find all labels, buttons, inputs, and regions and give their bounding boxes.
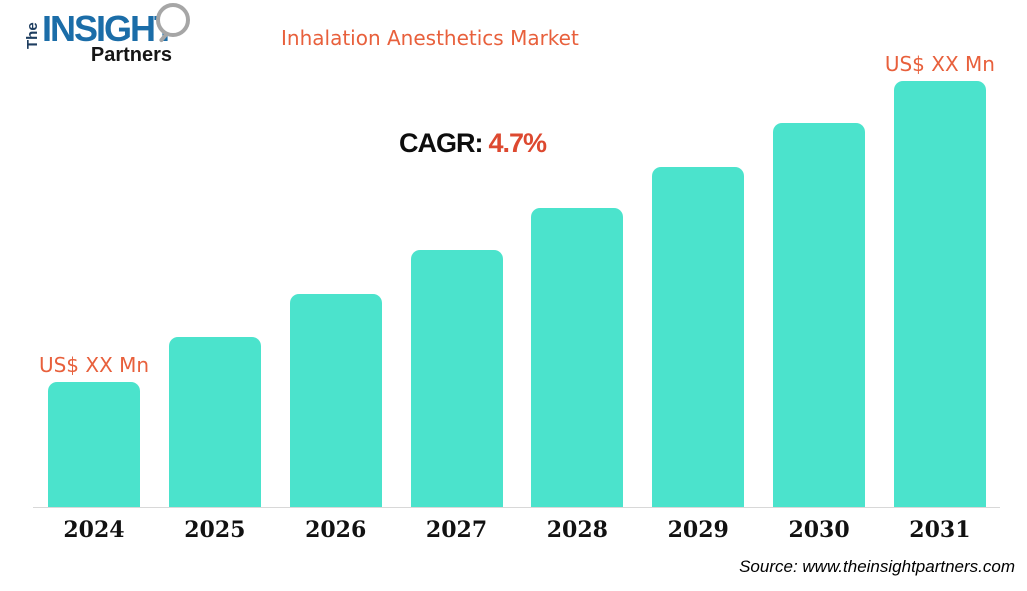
x-tick-2028: 2028 xyxy=(546,517,608,543)
bar-2025 xyxy=(168,337,261,508)
logo-main: INSIGHT Partners xyxy=(42,3,191,67)
bar-column-2028: 2028 xyxy=(531,81,624,544)
value-label-2031: US$ XX Mn xyxy=(884,52,995,76)
cagr-label: CAGR: xyxy=(399,128,483,158)
bar-area: US$ XX Mn xyxy=(885,52,995,508)
bar-area xyxy=(773,81,866,508)
value-label-2024: US$ XX Mn xyxy=(38,353,150,377)
bar-2031 xyxy=(893,81,986,508)
x-tick-2026: 2026 xyxy=(305,517,367,543)
bar-area xyxy=(652,81,745,508)
bar-2030 xyxy=(773,123,866,508)
bar-area xyxy=(410,81,503,508)
bar-column-2027: 2027 xyxy=(410,81,503,544)
x-axis-line xyxy=(33,507,1000,508)
bar-column-2030: 2030 xyxy=(773,81,866,544)
bar-2024 xyxy=(48,382,140,508)
bar-area: US$ XX Mn xyxy=(39,81,149,508)
x-tick-2030: 2030 xyxy=(788,517,850,543)
bar-2026 xyxy=(289,294,382,508)
source-attribution: Source: www.theinsightpartners.com xyxy=(739,557,1015,576)
x-tick-2027: 2027 xyxy=(425,517,488,543)
bar-column-2025: 2025 xyxy=(168,81,261,544)
x-tick-2029: 2029 xyxy=(667,517,729,543)
bar-column-2026: 2026 xyxy=(289,81,382,544)
bar-column-2031: US$ XX Mn 2031 xyxy=(885,52,995,544)
x-tick-2031: 2031 xyxy=(909,517,971,543)
logo-partners-text: Partners xyxy=(90,44,173,66)
bar-area xyxy=(168,81,261,508)
bar-plot-area: US$ XX Mn 2024 2025 2026 2027 2028 2029 2030 US$… xyxy=(39,52,995,544)
bar-column-2029: 2029 xyxy=(652,81,745,544)
x-tick-2025: 2025 xyxy=(184,517,246,543)
x-tick-2024: 2024 xyxy=(63,517,125,543)
cagr-value: 4.7% xyxy=(488,128,548,158)
bar-column-2024: US$ XX Mn 2024 xyxy=(39,81,149,544)
bar-2029 xyxy=(652,167,745,508)
cagr-annotation: CAGR: 4.7% xyxy=(399,128,548,159)
logo-the-text: The xyxy=(24,22,41,50)
bar-area xyxy=(289,81,382,508)
bar-2028 xyxy=(531,208,624,508)
magnifier-icon xyxy=(156,3,191,37)
logo-insight-text: INSIGHT xyxy=(42,8,176,49)
bar-area xyxy=(531,81,624,508)
insight-partners-logo: The INSIGHT Partners xyxy=(24,3,191,67)
chart-title: Inhalation Anesthetics Market xyxy=(281,26,579,50)
bar-2027 xyxy=(410,250,503,508)
